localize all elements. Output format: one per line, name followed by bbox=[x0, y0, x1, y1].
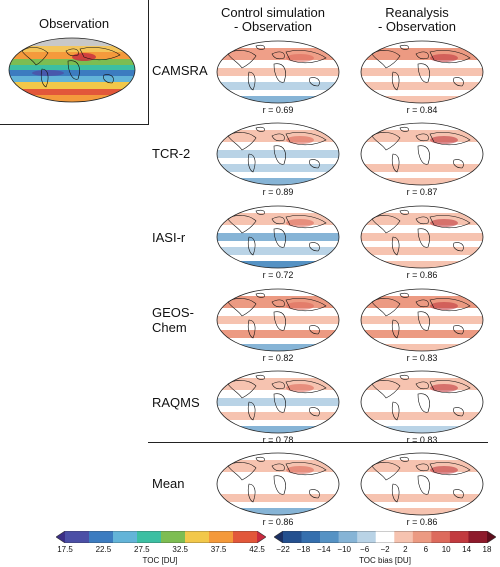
bias-map-mean-control bbox=[216, 452, 340, 516]
bias-map-camsra-reanalysis bbox=[360, 40, 484, 104]
bias-colorbar-swatch bbox=[301, 531, 321, 543]
r-label-mean-control: r = 0.86 bbox=[262, 517, 294, 527]
mean-divider bbox=[148, 442, 488, 443]
row-label-mean: Mean bbox=[152, 476, 185, 491]
toc-colorbar-label: TOC [DU] bbox=[142, 556, 178, 565]
bias-colorbar-tick: −22 bbox=[276, 545, 290, 554]
column-title-control-line1: Control simulation bbox=[220, 5, 326, 20]
row-label-camsra: CAMSRA bbox=[152, 63, 208, 78]
toc-colorbar-swatch bbox=[257, 531, 266, 543]
bias-colorbar-swatch bbox=[320, 531, 339, 543]
toc-colorbar-swatch bbox=[233, 531, 258, 543]
observation-title: Observation bbox=[38, 16, 110, 31]
bias-map-tcr2-control bbox=[216, 122, 340, 186]
toc-colorbar-swatch bbox=[56, 531, 65, 543]
r-label-raqms-reanalysis: r = 0.83 bbox=[406, 435, 438, 445]
bias-colorbar-swatch bbox=[412, 531, 432, 543]
bias-colorbar-swatch bbox=[338, 531, 358, 543]
r-label-mean-reanalysis: r = 0.86 bbox=[406, 517, 438, 527]
column-title-control: Control simulation - Observation bbox=[208, 6, 338, 34]
bias-map-tcr2-reanalysis bbox=[360, 122, 484, 186]
bias-map-geos-chem-control bbox=[216, 288, 340, 352]
r-label-tcr2-reanalysis: r = 0.87 bbox=[406, 187, 438, 197]
toc-colorbar-swatch bbox=[209, 531, 234, 543]
r-label-tcr2-control: r = 0.89 bbox=[262, 187, 294, 197]
bias-map-raqms-reanalysis bbox=[360, 370, 484, 434]
row-label-tcr2: TCR-2 bbox=[152, 146, 191, 161]
toc-colorbar-tick: 37.5 bbox=[210, 545, 227, 554]
toc-colorbar-swatch bbox=[65, 531, 90, 543]
bias-colorbar-tick: 18 bbox=[482, 545, 492, 554]
toc-colorbar-tick: 17.5 bbox=[57, 545, 73, 554]
row-label-raqms: RAQMS bbox=[152, 395, 200, 410]
bias-colorbar-swatch bbox=[283, 531, 302, 543]
bias-colorbar-swatch bbox=[375, 531, 395, 543]
bias-colorbar-tick: −6 bbox=[360, 545, 370, 554]
bias-colorbar-tick: 10 bbox=[441, 545, 451, 554]
bias-colorbar-tick: 2 bbox=[403, 545, 408, 554]
bias-colorbar-swatch bbox=[449, 531, 469, 543]
r-label-raqms-control: r = 0.78 bbox=[262, 435, 294, 445]
bias-colorbar-swatch bbox=[274, 531, 283, 543]
toc-colorbar-swatch bbox=[161, 531, 186, 543]
bias-colorbar-swatch bbox=[431, 531, 451, 543]
bias-colorbar-swatch bbox=[357, 531, 377, 543]
column-title-control-line2: - Observation bbox=[233, 19, 313, 34]
row-label-geos-line1: GEOS- bbox=[152, 305, 194, 320]
bias-map-iasi-reanalysis bbox=[360, 205, 484, 269]
r-label-iasi-control: r = 0.72 bbox=[262, 270, 294, 280]
column-title-reanalysis-line1: Reanalysis bbox=[385, 5, 449, 20]
bias-colorbar-tick: −18 bbox=[296, 545, 311, 554]
bias-colorbar-tick: −2 bbox=[380, 545, 390, 554]
bias-map-camsra-control bbox=[216, 40, 340, 104]
toc-colorbar bbox=[56, 531, 266, 543]
bias-colorbar bbox=[274, 531, 496, 543]
toc-colorbar-swatch bbox=[185, 531, 210, 543]
toc-colorbar-tick: 42.5 bbox=[249, 545, 265, 554]
toc-colorbar-swatch bbox=[89, 531, 114, 543]
observation-map bbox=[8, 37, 136, 103]
bias-colorbar-swatch bbox=[394, 531, 414, 543]
column-title-reanalysis: Reanalysis - Observation bbox=[352, 6, 482, 34]
toc-colorbar-tick: 27.5 bbox=[134, 545, 150, 554]
bias-colorbar-tick: −10 bbox=[337, 545, 351, 554]
r-label-geos-chem-reanalysis: r = 0.83 bbox=[406, 353, 438, 363]
row-label-geos-chem: GEOS- Chem bbox=[152, 305, 194, 335]
toc-colorbar-tick: 22.5 bbox=[95, 545, 112, 554]
row-label-iasi: IASI-r bbox=[152, 230, 186, 245]
row-label-geos-line2: Chem bbox=[152, 320, 187, 335]
bias-map-geos-chem-reanalysis bbox=[360, 288, 484, 352]
toc-colorbar-tick: 32.5 bbox=[172, 545, 188, 554]
bias-map-iasi-control bbox=[216, 205, 340, 269]
bias-colorbar-label: TOC bias [DU] bbox=[359, 556, 411, 565]
r-label-geos-chem-control: r = 0.82 bbox=[262, 353, 294, 363]
column-title-reanalysis-line2: - Observation bbox=[377, 19, 457, 34]
observation-panel bbox=[0, 0, 149, 125]
bias-colorbar-tick: 6 bbox=[423, 545, 429, 554]
bias-map-mean-reanalysis bbox=[360, 452, 484, 516]
r-label-camsra-reanalysis: r = 0.84 bbox=[406, 105, 438, 115]
toc-colorbar-swatch bbox=[113, 531, 138, 543]
toc-colorbar-swatch bbox=[137, 531, 162, 543]
bias-colorbar-tick: −14 bbox=[317, 545, 331, 554]
r-label-camsra-control: r = 0.69 bbox=[262, 105, 294, 115]
bias-colorbar-tick: 14 bbox=[462, 545, 472, 554]
bias-map-raqms-control bbox=[216, 370, 340, 434]
r-label-iasi-reanalysis: r = 0.86 bbox=[406, 270, 438, 280]
bias-colorbar-swatch bbox=[468, 531, 488, 543]
bias-colorbar-swatch bbox=[487, 531, 496, 543]
